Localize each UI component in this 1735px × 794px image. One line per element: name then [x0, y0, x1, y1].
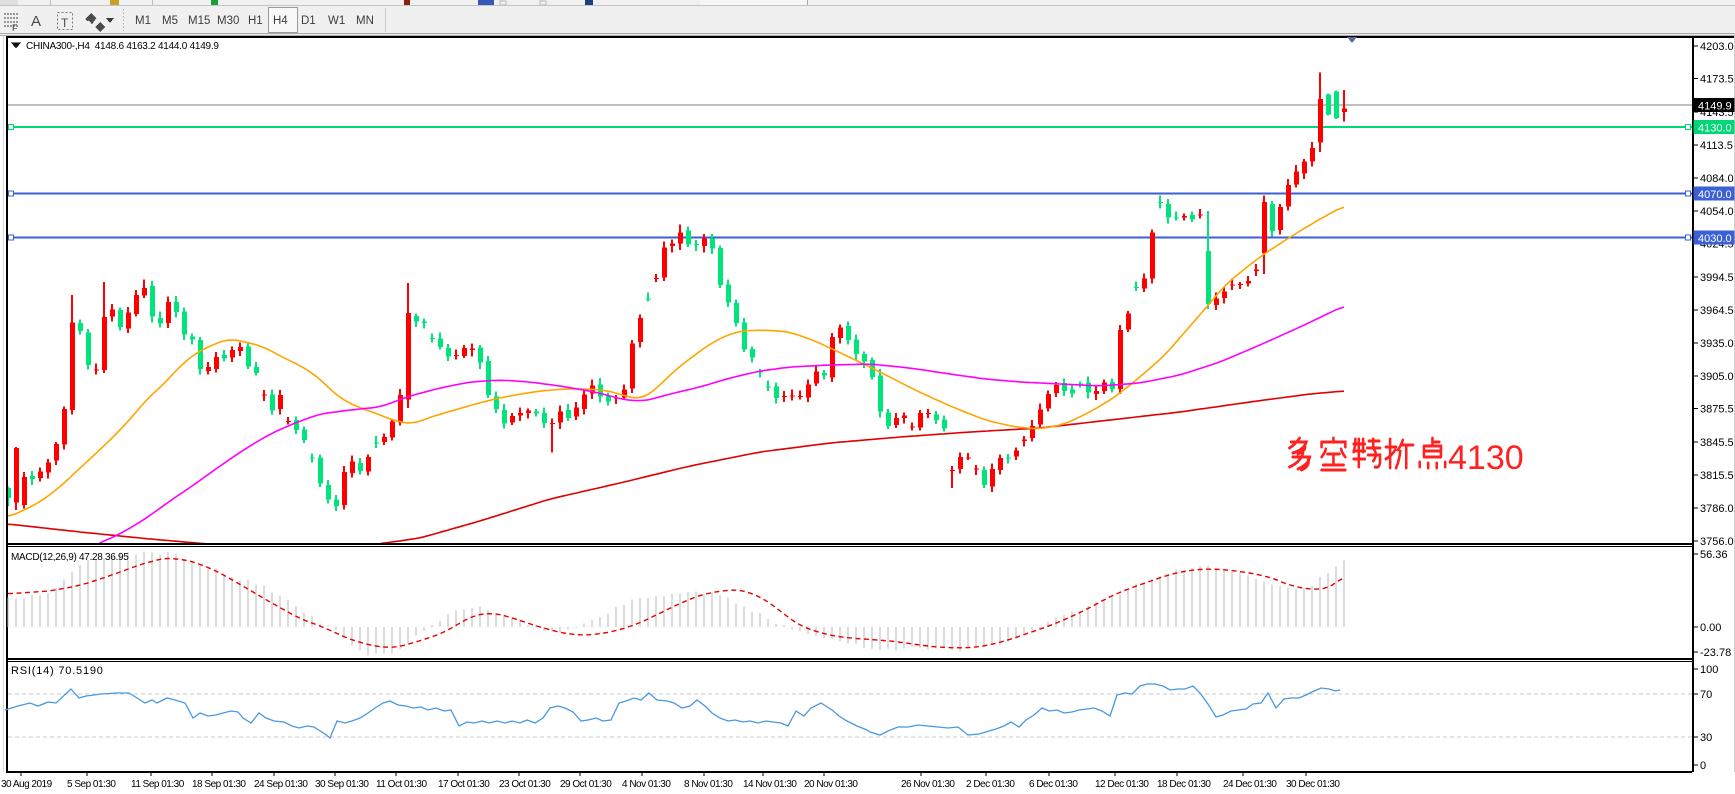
svg-text:0.00: 0.00: [1700, 622, 1721, 634]
svg-text:3756.0: 3756.0: [1700, 536, 1734, 548]
svg-text:4070.0: 4070.0: [1698, 189, 1732, 201]
svg-text:20 Nov 01:30: 20 Nov 01:30: [804, 779, 858, 790]
svg-text:H1: H1: [248, 15, 263, 27]
svg-text:F: F: [12, 23, 18, 33]
svg-text:18 Sep 01:30: 18 Sep 01:30: [192, 779, 246, 790]
svg-text:-23.78: -23.78: [1700, 647, 1731, 659]
svg-text:56.36: 56.36: [1700, 549, 1728, 561]
svg-text:26 Nov 01:30: 26 Nov 01:30: [901, 779, 955, 790]
svg-text:14 Nov 01:30: 14 Nov 01:30: [743, 779, 797, 790]
svg-text:3964.5: 3964.5: [1700, 305, 1734, 317]
svg-text:D1: D1: [301, 15, 316, 27]
svg-text:4203.0: 4203.0: [1700, 41, 1734, 53]
svg-text:T: T: [61, 16, 69, 30]
svg-text:30 Sep 01:30: 30 Sep 01:30: [315, 779, 369, 790]
svg-text:MN: MN: [356, 15, 374, 27]
svg-text:3845.5: 3845.5: [1700, 437, 1734, 449]
svg-text:H4: H4: [273, 15, 288, 27]
svg-text:0: 0: [1700, 760, 1706, 772]
svg-text:M1: M1: [135, 15, 151, 27]
svg-text:RSI(14) 70.5190: RSI(14) 70.5190: [11, 665, 104, 677]
svg-text:3935.0: 3935.0: [1700, 338, 1734, 350]
svg-text:CHINA300-,H4 4148.6 4163.2 41: CHINA300-,H4 4148.6 4163.2 4144.0 4149.9: [26, 41, 219, 52]
svg-text:6 Dec 01:30: 6 Dec 01:30: [1029, 779, 1078, 790]
svg-text:4173.5: 4173.5: [1700, 74, 1734, 86]
svg-text:3815.5: 3815.5: [1700, 470, 1734, 482]
svg-text:4113.5: 4113.5: [1700, 140, 1733, 152]
svg-text:W1: W1: [328, 15, 345, 27]
svg-text:4 Nov 01:30: 4 Nov 01:30: [622, 779, 671, 790]
svg-text:24 Sep 01:30: 24 Sep 01:30: [254, 779, 308, 790]
svg-text:11 Oct 01:30: 11 Oct 01:30: [376, 779, 427, 790]
svg-text:30 Dec 01:30: 30 Dec 01:30: [1286, 779, 1340, 790]
svg-text:30: 30: [1700, 732, 1712, 744]
svg-text:11 Sep 01:30: 11 Sep 01:30: [131, 779, 185, 790]
svg-text:24 Dec 01:30: 24 Dec 01:30: [1223, 779, 1277, 790]
svg-text:M5: M5: [162, 15, 178, 27]
svg-text:A: A: [31, 13, 41, 30]
svg-text:100: 100: [1700, 664, 1718, 676]
svg-text:12 Dec 01:30: 12 Dec 01:30: [1095, 779, 1149, 790]
svg-text:18 Dec 01:30: 18 Dec 01:30: [1157, 779, 1211, 790]
svg-text:4149.9: 4149.9: [1698, 100, 1732, 112]
svg-text:4130: 4130: [1448, 439, 1524, 477]
svg-text:70: 70: [1700, 689, 1712, 701]
svg-text:30 Aug 2019: 30 Aug 2019: [1, 779, 53, 790]
svg-text:M30: M30: [217, 15, 239, 27]
svg-text:3994.5: 3994.5: [1700, 272, 1734, 284]
svg-text:17 Oct 01:30: 17 Oct 01:30: [438, 779, 490, 790]
svg-text:23 Oct 01:30: 23 Oct 01:30: [499, 779, 551, 790]
svg-text:29 Oct 01:30: 29 Oct 01:30: [560, 779, 612, 790]
svg-text:4030.0: 4030.0: [1698, 233, 1732, 245]
svg-text:MACD(12,26,9) 47.28 36.95: MACD(12,26,9) 47.28 36.95: [11, 552, 129, 563]
svg-text:4130.0: 4130.0: [1698, 122, 1732, 134]
svg-text:2 Dec 01:30: 2 Dec 01:30: [966, 779, 1015, 790]
svg-text:4084.0: 4084.0: [1700, 173, 1734, 185]
svg-text:M15: M15: [188, 15, 210, 27]
svg-text:4054.0: 4054.0: [1700, 206, 1734, 218]
svg-text:5 Sep 01:30: 5 Sep 01:30: [67, 779, 116, 790]
svg-text:3875.5: 3875.5: [1700, 404, 1734, 416]
svg-text:3786.0: 3786.0: [1700, 503, 1734, 515]
svg-text:8 Nov 01:30: 8 Nov 01:30: [684, 779, 733, 790]
svg-text:3905.0: 3905.0: [1700, 371, 1734, 383]
